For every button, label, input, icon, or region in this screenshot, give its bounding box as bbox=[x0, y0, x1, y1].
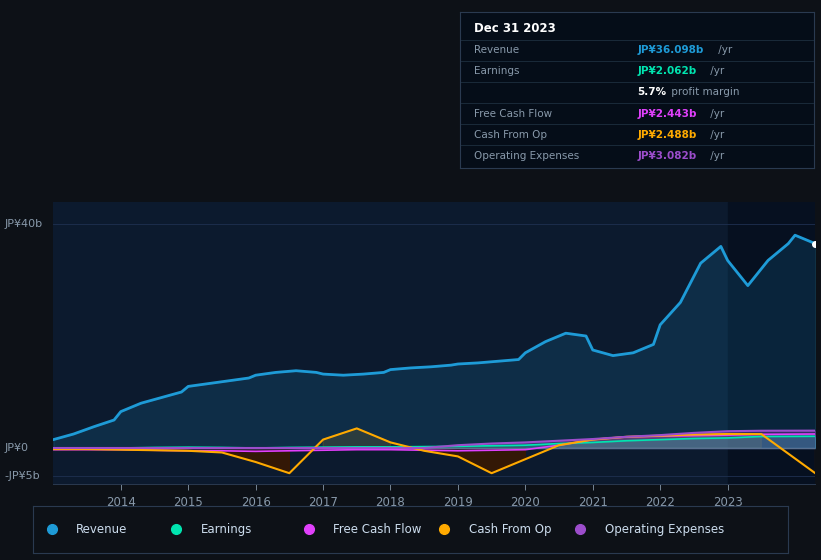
Text: JP¥36.098b: JP¥36.098b bbox=[637, 45, 704, 55]
Text: JP¥40b: JP¥40b bbox=[4, 219, 42, 229]
Text: Earnings: Earnings bbox=[200, 523, 252, 536]
Text: /yr: /yr bbox=[708, 109, 725, 119]
Text: -JP¥5b: -JP¥5b bbox=[4, 471, 39, 481]
Bar bbox=[727, 202, 815, 484]
Text: JP¥2.488b: JP¥2.488b bbox=[637, 130, 696, 140]
Text: Dec 31 2023: Dec 31 2023 bbox=[474, 22, 556, 35]
Text: /yr: /yr bbox=[708, 130, 725, 140]
Text: JP¥0: JP¥0 bbox=[4, 443, 28, 453]
Text: JP¥2.443b: JP¥2.443b bbox=[637, 109, 696, 119]
Text: Operating Expenses: Operating Expenses bbox=[474, 151, 579, 161]
Text: profit margin: profit margin bbox=[668, 87, 740, 97]
Text: Revenue: Revenue bbox=[76, 523, 127, 536]
Text: 5.7%: 5.7% bbox=[637, 87, 666, 97]
Text: /yr: /yr bbox=[715, 45, 732, 55]
Text: Earnings: Earnings bbox=[474, 67, 520, 77]
Text: Operating Expenses: Operating Expenses bbox=[604, 523, 724, 536]
Text: Revenue: Revenue bbox=[474, 45, 519, 55]
Text: Free Cash Flow: Free Cash Flow bbox=[474, 109, 552, 119]
Text: Cash From Op: Cash From Op bbox=[474, 130, 547, 140]
Text: Cash From Op: Cash From Op bbox=[469, 523, 551, 536]
Text: /yr: /yr bbox=[708, 67, 725, 77]
Text: Free Cash Flow: Free Cash Flow bbox=[333, 523, 421, 536]
Text: JP¥3.082b: JP¥3.082b bbox=[637, 151, 696, 161]
Text: JP¥2.062b: JP¥2.062b bbox=[637, 67, 696, 77]
Text: /yr: /yr bbox=[708, 151, 725, 161]
